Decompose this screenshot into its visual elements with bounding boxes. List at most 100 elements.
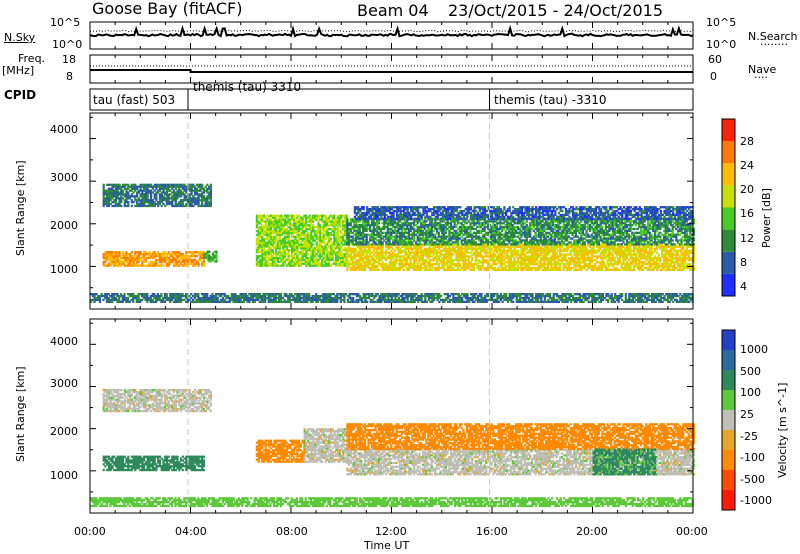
power-cell [266,243,269,246]
power-cell [483,268,486,271]
power-cell [292,222,295,225]
power-cell [261,254,264,258]
power-cell [402,268,405,271]
power-cell [343,253,346,256]
power-cell [114,197,118,200]
power-cell [172,197,176,200]
power-cell [320,264,324,267]
power-cell [360,249,363,252]
power-cell [370,257,374,260]
power-cell [462,251,465,254]
power-cell [451,245,454,248]
power-cell [327,216,331,219]
power-cell [356,253,359,256]
power-cell [319,218,322,221]
power-cell [381,264,384,268]
power-cell [313,247,317,250]
power-cell [532,266,535,270]
power-cell [421,257,425,260]
power-cell [338,251,341,254]
power-cell [284,231,287,235]
power-cell [358,261,361,264]
power-cell [428,264,432,268]
power-cell [181,201,184,204]
power-cell [294,264,297,267]
power-cell [437,266,440,270]
power-cell [280,233,283,237]
power-cell [157,189,160,192]
power-cell [326,258,329,261]
power-cell [120,193,123,196]
power-cell [306,245,309,248]
power-cell [369,263,372,266]
power-cell [329,245,332,248]
power-cell [381,257,384,260]
power-cell [329,224,332,227]
power-cell [269,251,273,254]
power-cell [421,261,425,264]
power-cell [376,247,379,250]
power-cell [432,253,435,256]
power-cell [335,237,338,240]
power-cell [418,261,421,264]
power-cell [312,251,315,254]
power-cell [464,257,467,260]
power-cell [530,249,534,252]
power-cell [162,191,165,194]
power-cell [202,199,205,202]
power-cell [275,233,278,237]
power-cell [478,264,481,268]
power-cell [136,199,139,202]
power-cell [130,189,133,192]
power-cell [305,245,308,248]
power-cell [107,262,110,265]
power-cell [324,243,327,246]
power-cell [289,260,292,263]
power-cell [338,239,341,242]
power-cell [340,230,343,233]
power-cell [327,245,331,248]
power-cell [291,260,294,263]
power-cell [351,261,354,264]
power-cell [179,193,183,196]
power-cell [345,260,348,263]
power-cell [326,231,329,235]
power-cell [153,262,156,265]
power-cell [324,218,327,221]
power-cell [162,197,165,200]
power-cell [326,254,329,258]
power-cell [322,258,325,261]
power-cell [472,253,476,256]
power-cell [276,224,280,227]
power-cell [278,218,281,221]
power-cell [379,263,382,266]
power-cell [137,191,140,194]
power-cell [209,199,212,202]
power-cell [331,262,334,265]
power-cell [532,249,535,252]
power-cell [153,256,156,260]
power-cell [497,257,500,260]
power-cell [275,222,278,225]
power-cell [275,237,278,240]
cpid-panel-frame [89,88,694,111]
power-cell [326,222,329,225]
power-cell [187,251,190,254]
power-cell [121,197,125,200]
power-cell [266,214,269,217]
power-cell [287,258,290,261]
power-cell [197,199,200,202]
power-cell [158,201,161,204]
power-cell [195,187,198,190]
power-cell [301,251,304,254]
power-cell [155,253,158,256]
power-cell [257,233,260,237]
power-cell [421,243,425,247]
power-cell [294,231,297,235]
power-cell [132,191,135,194]
power-cell [285,235,288,238]
power-cell [329,253,332,256]
power-cell [106,253,109,256]
power-cell [111,204,114,208]
power-cell [308,258,311,261]
